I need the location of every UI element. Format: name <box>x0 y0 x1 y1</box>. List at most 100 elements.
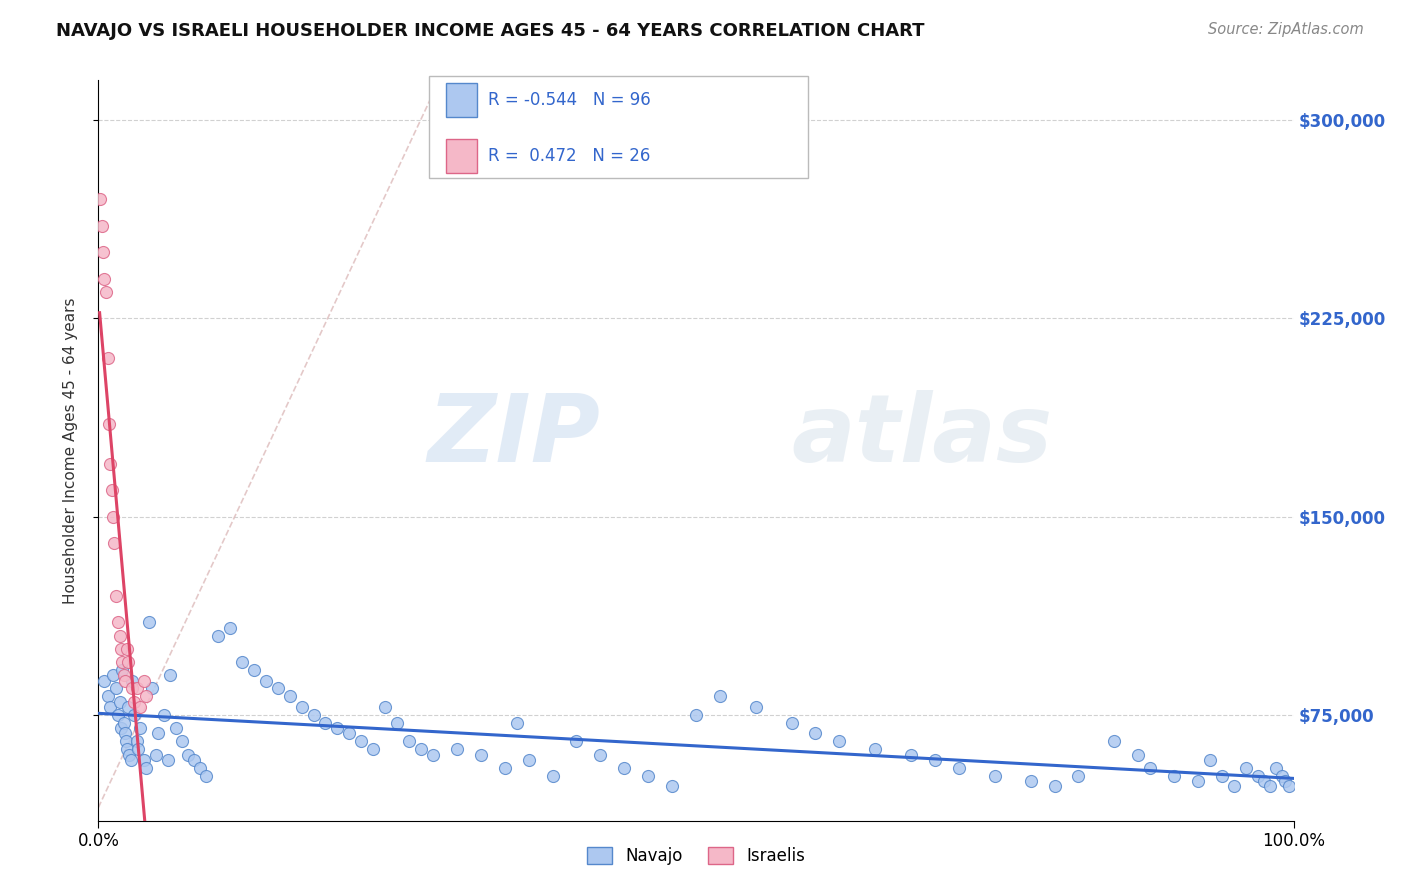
Point <box>117 700 139 714</box>
Point <box>385 715 409 730</box>
Point <box>422 747 444 762</box>
Point <box>97 690 120 704</box>
Point <box>278 690 301 704</box>
Point <box>98 700 122 714</box>
Text: Source: ZipAtlas.com: Source: ZipAtlas.com <box>1208 22 1364 37</box>
Point <box>94 285 117 299</box>
Point <box>1278 779 1301 793</box>
Point <box>100 483 122 497</box>
Point <box>363 742 385 756</box>
Point <box>112 668 135 682</box>
Point <box>1139 761 1161 775</box>
Point <box>1067 769 1090 783</box>
Point <box>302 707 325 722</box>
Point <box>135 690 157 704</box>
Point <box>117 655 139 669</box>
Point <box>1258 779 1281 793</box>
Point <box>107 615 129 630</box>
Text: NAVAJO VS ISRAELI HOUSEHOLDER INCOME AGES 45 - 64 YEARS CORRELATION CHART: NAVAJO VS ISRAELI HOUSEHOLDER INCOME AGE… <box>56 22 925 40</box>
Point <box>685 707 707 722</box>
Point <box>148 726 170 740</box>
Point <box>326 721 349 735</box>
Point <box>127 742 149 756</box>
Point <box>1104 734 1126 748</box>
Point <box>112 715 135 730</box>
Legend: Navajo, Israelis: Navajo, Israelis <box>581 840 811 871</box>
Point <box>98 417 121 431</box>
Text: ZIP: ZIP <box>427 390 600 482</box>
Point <box>637 769 659 783</box>
Point <box>183 753 205 767</box>
Point <box>709 690 731 704</box>
Point <box>135 761 157 775</box>
Point <box>153 707 176 722</box>
Point <box>114 673 136 688</box>
Point <box>1199 753 1222 767</box>
Point <box>105 589 128 603</box>
Point <box>291 700 314 714</box>
Point <box>984 769 1007 783</box>
Point <box>125 681 148 696</box>
Point <box>195 769 218 783</box>
Point <box>267 681 290 696</box>
Point <box>129 700 152 714</box>
Point <box>411 742 433 756</box>
Point <box>107 707 129 722</box>
Text: R =  0.472   N = 26: R = 0.472 N = 26 <box>488 147 650 165</box>
Text: atlas: atlas <box>792 390 1053 482</box>
Y-axis label: Householder Income Ages 45 - 64 years: Householder Income Ages 45 - 64 years <box>63 297 77 604</box>
Point <box>121 681 143 696</box>
Point <box>350 734 373 748</box>
Point <box>132 753 155 767</box>
Point <box>93 271 115 285</box>
Point <box>506 715 529 730</box>
Point <box>948 761 970 775</box>
Point <box>804 726 827 740</box>
Point <box>110 641 132 656</box>
Point <box>120 753 142 767</box>
Point <box>1043 779 1066 793</box>
Point <box>1211 769 1233 783</box>
Point <box>517 753 540 767</box>
Point <box>108 629 131 643</box>
Point <box>91 219 114 233</box>
Point <box>398 734 420 748</box>
Point <box>188 761 211 775</box>
Point <box>315 715 337 730</box>
Point <box>565 734 588 748</box>
Point <box>470 747 492 762</box>
Point <box>98 457 122 471</box>
Point <box>828 734 851 748</box>
Point <box>613 761 636 775</box>
Point <box>108 695 131 709</box>
Point <box>1247 769 1270 783</box>
Point <box>115 742 138 756</box>
Point <box>494 761 516 775</box>
Point <box>780 715 803 730</box>
Point <box>1253 774 1275 789</box>
Point <box>243 663 266 677</box>
Point <box>589 747 612 762</box>
Point <box>339 726 361 740</box>
Point <box>111 655 134 669</box>
Point <box>93 673 115 688</box>
Point <box>114 726 136 740</box>
Point <box>1019 774 1042 789</box>
Point <box>141 681 163 696</box>
Point <box>156 753 179 767</box>
Point <box>254 673 277 688</box>
Point <box>745 700 768 714</box>
Point <box>1271 769 1294 783</box>
Point <box>541 769 564 783</box>
Point <box>374 700 396 714</box>
Point <box>661 779 683 793</box>
Point <box>1187 774 1209 789</box>
Point <box>446 742 468 756</box>
Point <box>165 721 187 735</box>
Point <box>924 753 946 767</box>
Point <box>1234 761 1257 775</box>
Point <box>89 192 111 206</box>
Point <box>1223 779 1246 793</box>
Point <box>177 747 200 762</box>
Point <box>1128 747 1150 762</box>
